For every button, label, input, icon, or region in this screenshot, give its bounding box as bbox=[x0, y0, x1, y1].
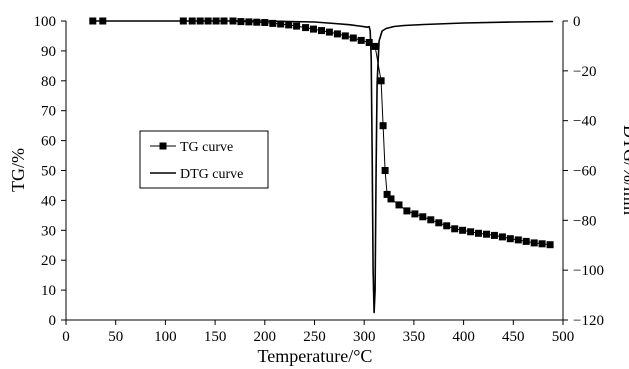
tg-data-point bbox=[333, 30, 341, 38]
tg-data-point bbox=[357, 36, 365, 44]
tg-data-point bbox=[498, 233, 506, 241]
tg-data-point bbox=[383, 190, 391, 198]
x-axis-title: Temperature/°C bbox=[258, 346, 373, 366]
tg-data-point bbox=[379, 122, 387, 130]
tg-data-point bbox=[302, 24, 310, 32]
x-tick-label: 300 bbox=[353, 329, 376, 345]
tg-data-point bbox=[377, 77, 385, 85]
tg-data-point bbox=[253, 18, 261, 26]
tg-data-point bbox=[179, 17, 187, 25]
y-tick-label: 20 bbox=[41, 253, 56, 269]
legend-tg-label: TG curve bbox=[180, 140, 233, 155]
x-tick-label: 200 bbox=[254, 329, 277, 345]
y2-tick-label: −20 bbox=[573, 64, 596, 80]
legend-tg-marker bbox=[159, 142, 167, 150]
tg-data-point bbox=[467, 228, 475, 236]
x-tick-label: 250 bbox=[303, 329, 326, 345]
tg-data-point bbox=[293, 22, 301, 30]
tg-data-point bbox=[475, 229, 482, 237]
y-tick-label: 30 bbox=[41, 223, 56, 239]
y2-tick-label: 0 bbox=[573, 14, 581, 30]
tg-data-point bbox=[371, 42, 379, 50]
chart-ticks: 0 50 100 150 200 250 300 350 400 450 5000102030405… bbox=[34, 14, 604, 345]
tg-data-point bbox=[365, 39, 373, 46]
tg-data-point bbox=[419, 213, 427, 221]
tg-data-point bbox=[538, 240, 546, 248]
x-tick-label: 350 bbox=[403, 329, 426, 345]
y-tick-label: 80 bbox=[41, 74, 56, 90]
x-tick-label: 500 bbox=[552, 329, 575, 345]
y-axis-title: TG/% bbox=[8, 148, 28, 192]
y-tick-label: 10 bbox=[41, 283, 56, 299]
tg-data-point bbox=[269, 19, 277, 27]
y2-tick-label: −40 bbox=[573, 114, 596, 130]
tg-data-point bbox=[506, 235, 514, 243]
tg-data-point bbox=[310, 25, 317, 33]
x-tick-label: 0 bbox=[62, 329, 70, 345]
x-tick-label: 50 bbox=[108, 329, 123, 345]
tg-data-point bbox=[435, 219, 443, 227]
tg-data-point bbox=[188, 17, 196, 25]
y-tick-label: 40 bbox=[41, 193, 56, 209]
tg-data-point bbox=[451, 225, 459, 233]
legend: TG curve DTG curve bbox=[139, 130, 269, 189]
tg-data-point bbox=[277, 20, 285, 28]
tg-data-point bbox=[325, 28, 333, 36]
tg-data-point bbox=[514, 236, 522, 244]
y2-tick-label: −60 bbox=[573, 164, 596, 180]
tg-data-point bbox=[229, 17, 237, 25]
tg-data-point bbox=[490, 231, 498, 239]
tg-data-point bbox=[530, 239, 538, 247]
y2-tick-label: −80 bbox=[573, 213, 596, 229]
y2-tick-label: −120 bbox=[573, 313, 604, 329]
legend-dtg-label: DTG curve bbox=[180, 167, 243, 182]
tg-data-point bbox=[459, 226, 467, 234]
tg-data-point bbox=[204, 17, 212, 25]
tg-data-point bbox=[237, 18, 245, 26]
y-tick-label: 70 bbox=[41, 104, 56, 120]
chart-plot-area bbox=[89, 17, 554, 314]
tg-data-point bbox=[546, 241, 554, 249]
tg-data-point bbox=[212, 17, 220, 25]
x-tick-label: 450 bbox=[502, 329, 525, 345]
tg-data-point bbox=[411, 210, 419, 218]
tg-data-point bbox=[427, 216, 435, 224]
tg-data-point bbox=[483, 230, 490, 238]
tg-data-point bbox=[99, 17, 107, 25]
tg-data-point bbox=[387, 195, 395, 203]
x-tick-label: 400 bbox=[452, 329, 475, 345]
tg-data-point bbox=[381, 167, 389, 174]
y2-tick-label: −100 bbox=[573, 263, 604, 279]
y-tick-label: 60 bbox=[41, 134, 56, 150]
tg-data-point bbox=[196, 17, 204, 25]
dtg-curve-line bbox=[92, 20, 554, 314]
tg-data-point bbox=[341, 32, 349, 40]
tg-data-point bbox=[261, 19, 269, 26]
tg-data-point bbox=[318, 27, 325, 35]
y-tick-label: 100 bbox=[34, 14, 57, 30]
tg-data-point bbox=[285, 21, 293, 29]
tg-data-point bbox=[522, 237, 530, 245]
y2-axis-title: DTG/%/min bbox=[620, 125, 629, 215]
x-tick-label: 100 bbox=[154, 329, 177, 345]
tg-data-point bbox=[395, 201, 403, 209]
y-tick-label: 0 bbox=[49, 313, 57, 329]
y-tick-label: 90 bbox=[41, 44, 56, 60]
tg-data-point bbox=[220, 17, 228, 25]
tg-data-point bbox=[89, 17, 97, 25]
tg-data-point bbox=[349, 34, 357, 42]
legend-box bbox=[139, 130, 269, 189]
tg-data-point bbox=[245, 18, 253, 26]
tg-data-point bbox=[403, 207, 411, 215]
x-tick-label: 150 bbox=[204, 329, 227, 345]
tg-data-point bbox=[443, 222, 451, 230]
y-tick-label: 50 bbox=[41, 164, 56, 180]
